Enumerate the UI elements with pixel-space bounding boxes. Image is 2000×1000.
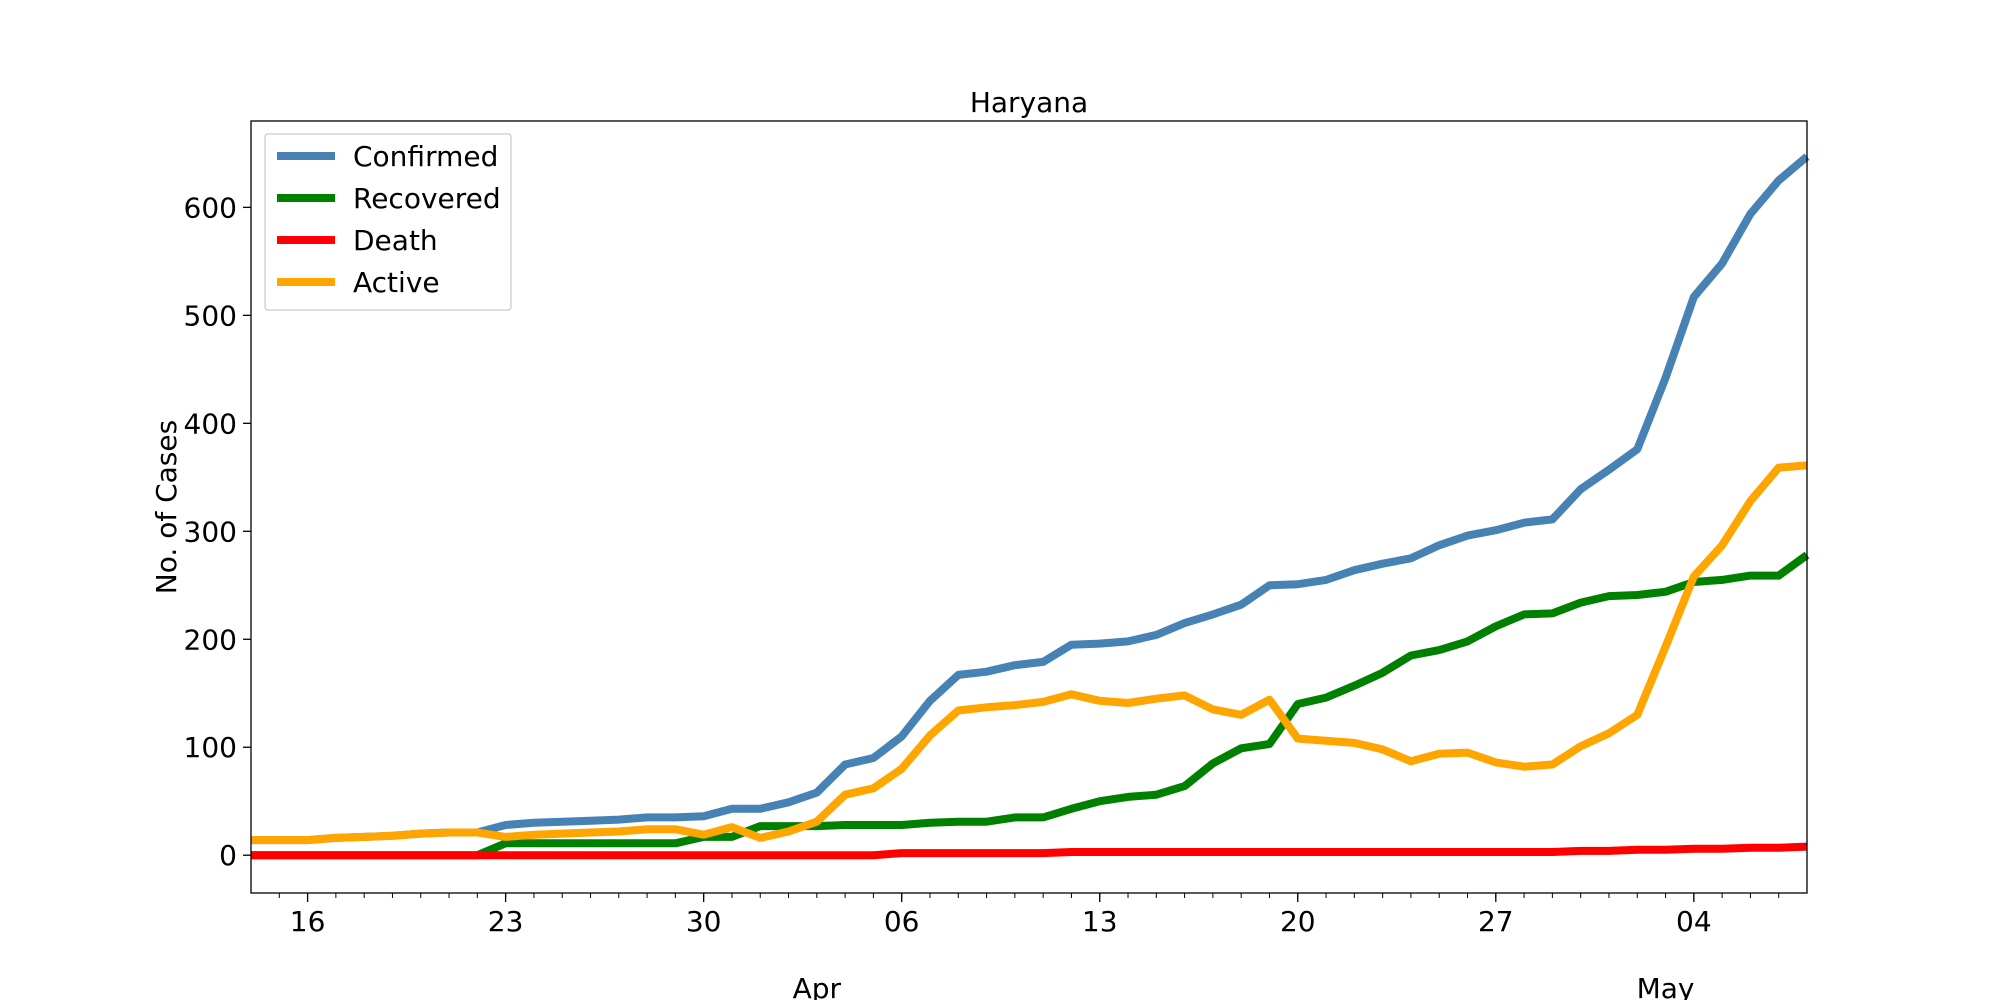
legend: Confirmed Recovered Death Active [264, 133, 512, 311]
y-tick-label: 0 [219, 839, 237, 872]
x-month-label: Apr [793, 972, 842, 1000]
series-line-confirmed [251, 153, 1810, 845]
series-line-active [251, 461, 1808, 845]
y-tick-label: 400 [184, 407, 237, 440]
x-tick-label: 23 [488, 905, 524, 938]
series-line-death [251, 842, 1808, 860]
x-tick-label: 20 [1280, 905, 1316, 938]
x-tick-label: 30 [686, 905, 722, 938]
y-tick-label: 600 [184, 191, 237, 224]
x-month-label: May [1637, 972, 1695, 1000]
x-tick-label: 27 [1478, 905, 1514, 938]
y-tick-label: 500 [184, 299, 237, 332]
legend-label-active: Active [353, 266, 440, 299]
y-tick-label: 100 [184, 731, 237, 764]
y-tick-label: 300 [184, 515, 237, 548]
y-axis-label: No. of Cases [150, 420, 183, 594]
plot-frame [250, 120, 1808, 894]
y-tick-label: 200 [184, 623, 237, 656]
legend-label-confirmed: Confirmed [353, 140, 498, 173]
series-layer [251, 153, 1810, 860]
x-tick-label: 04 [1676, 905, 1712, 938]
legend-frame [264, 133, 512, 311]
x-tick-label: 06 [884, 905, 920, 938]
series-line-recovered [251, 551, 1810, 860]
x-tick-label: 16 [290, 905, 326, 938]
x-tick-label: 13 [1082, 905, 1118, 938]
legend-label-death: Death [353, 224, 438, 257]
legend-label-recovered: Recovered [353, 182, 501, 215]
axis-layer: 01002003004005006001623300613202704Apr20… [184, 120, 1808, 1000]
chart-title: Haryana [970, 86, 1088, 119]
